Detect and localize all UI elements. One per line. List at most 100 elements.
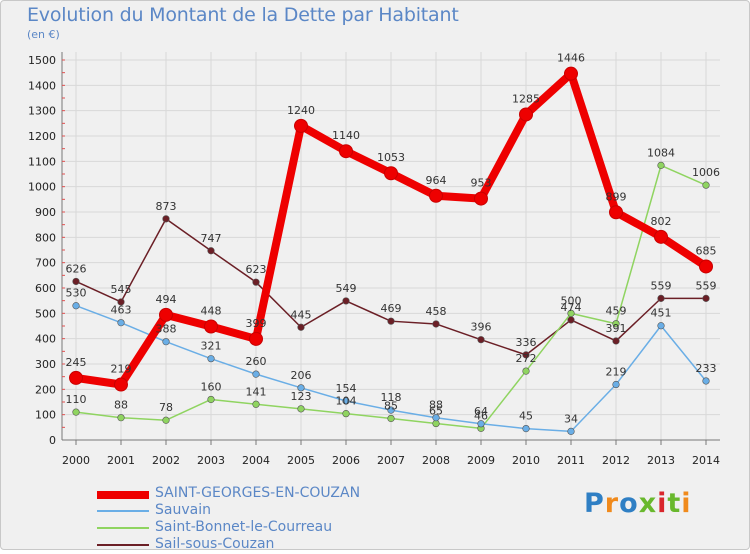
data-label: 154: [336, 382, 357, 395]
data-point: [249, 331, 263, 346]
data-point: [117, 298, 125, 306]
x-tick-label: 2011: [557, 454, 585, 467]
data-label: 219: [606, 366, 627, 379]
data-point: [294, 118, 308, 133]
legend-label-sail-sous-couzan: Sail-sous-Couzan: [155, 536, 275, 552]
y-tick-label: 1300: [28, 105, 56, 118]
legend-label-sauvain: Sauvain: [155, 502, 211, 518]
data-point: [342, 297, 350, 305]
data-point: [564, 66, 578, 81]
data-point: [387, 414, 395, 423]
data-label: 245: [66, 356, 87, 369]
data-point: [117, 319, 125, 327]
data-label: 474: [561, 301, 582, 314]
data-label: 336: [516, 336, 537, 349]
y-tick-label: 1200: [28, 130, 56, 143]
axes: 0 100 200 300 400 500 600 700 800 900 1000 1100 1200…: [28, 52, 720, 467]
data-label: 1240: [287, 104, 315, 117]
series-saint-georges-en-couzan: [69, 66, 713, 392]
x-tick-label: 2008: [422, 454, 450, 467]
y-tick-label: 1500: [28, 54, 56, 67]
data-point: [612, 380, 620, 389]
data-label: 219: [111, 363, 132, 376]
y-tick-label: 500: [35, 307, 56, 320]
data-label: 463: [111, 304, 132, 317]
data-point: [477, 336, 485, 344]
data-label: 260: [246, 355, 267, 368]
data-point: [522, 367, 530, 375]
x-tick-label: 2004: [242, 454, 270, 467]
data-label: 459: [606, 305, 627, 318]
data-point: [387, 317, 395, 325]
data-point: [702, 294, 710, 302]
data-label: 388: [156, 323, 177, 336]
x-tick-label: 2007: [377, 454, 405, 467]
data-label: 272: [516, 352, 537, 365]
data-label: 549: [336, 282, 357, 295]
data-label: 626: [66, 262, 87, 275]
data-point: [654, 229, 668, 244]
series-sail-sous-couzan: [72, 215, 710, 359]
data-point: [72, 277, 80, 286]
legend-label-saint-georges: SAINT-GEORGES-EN-COUZAN: [155, 485, 361, 501]
data-label: 88: [429, 399, 443, 412]
data-label: 1140: [332, 129, 360, 142]
data-point: [207, 355, 215, 363]
data-point: [522, 425, 530, 433]
data-point: [297, 384, 305, 392]
data-label: 88: [114, 399, 128, 412]
data-point: [609, 205, 623, 220]
data-point: [519, 107, 533, 122]
data-point: [117, 414, 125, 422]
data-label: 78: [159, 401, 173, 414]
data-point: [207, 247, 215, 255]
data-label: 1084: [647, 146, 675, 159]
data-point: [699, 259, 713, 274]
x-tick-label: 2009: [467, 454, 495, 467]
data-labels-layer: 626 545 873 747 623 445 549 469 458 396 336 474 391 5…: [66, 52, 721, 426]
data-label: 500: [561, 294, 582, 307]
x-tick-label: 2005: [287, 454, 315, 467]
data-point: [612, 320, 620, 328]
series-sauvain: [72, 302, 710, 435]
data-label: 802: [651, 215, 672, 228]
data-label: 396: [471, 321, 492, 334]
data-label: 1446: [557, 52, 585, 65]
data-point: [567, 316, 575, 324]
data-label: 321: [201, 340, 222, 353]
data-point: [114, 377, 128, 392]
data-point: [342, 410, 350, 418]
data-label: 458: [426, 305, 447, 318]
data-label: 34: [564, 412, 578, 425]
legend-swatch-sauvain: [97, 510, 149, 512]
data-label: 873: [156, 200, 177, 213]
data-point: [207, 395, 215, 404]
logo-letter: x: [638, 488, 658, 519]
data-label: 685: [696, 244, 717, 257]
x-tick-label: 2010: [512, 454, 540, 467]
y-tick-label: 400: [35, 333, 56, 346]
data-point: [162, 338, 170, 346]
y-tick-label: 0: [49, 434, 56, 447]
data-point: [384, 166, 398, 181]
data-point: [297, 323, 305, 331]
data-label: 494: [156, 293, 177, 306]
legend-label-saint-bonnet: Saint-Bonnet-le-Courreau: [155, 519, 333, 535]
legend-swatch-sail-sous-couzan: [97, 544, 149, 546]
data-point: [252, 278, 260, 286]
data-point: [387, 406, 395, 414]
data-label: 45: [519, 410, 533, 423]
data-label: 451: [651, 307, 672, 320]
data-point: [429, 188, 443, 203]
data-label: 747: [201, 232, 222, 245]
data-point: [567, 427, 575, 435]
data-point: [522, 351, 530, 359]
x-tick-label: 2000: [62, 454, 90, 467]
data-label: 399: [246, 317, 267, 330]
x-tick-label: 2006: [332, 454, 360, 467]
data-point: [657, 161, 665, 169]
chart-title: Evolution du Montant de la Dette par Hab…: [27, 4, 459, 26]
data-point: [432, 414, 440, 422]
x-tick-label: 2014: [692, 454, 720, 467]
